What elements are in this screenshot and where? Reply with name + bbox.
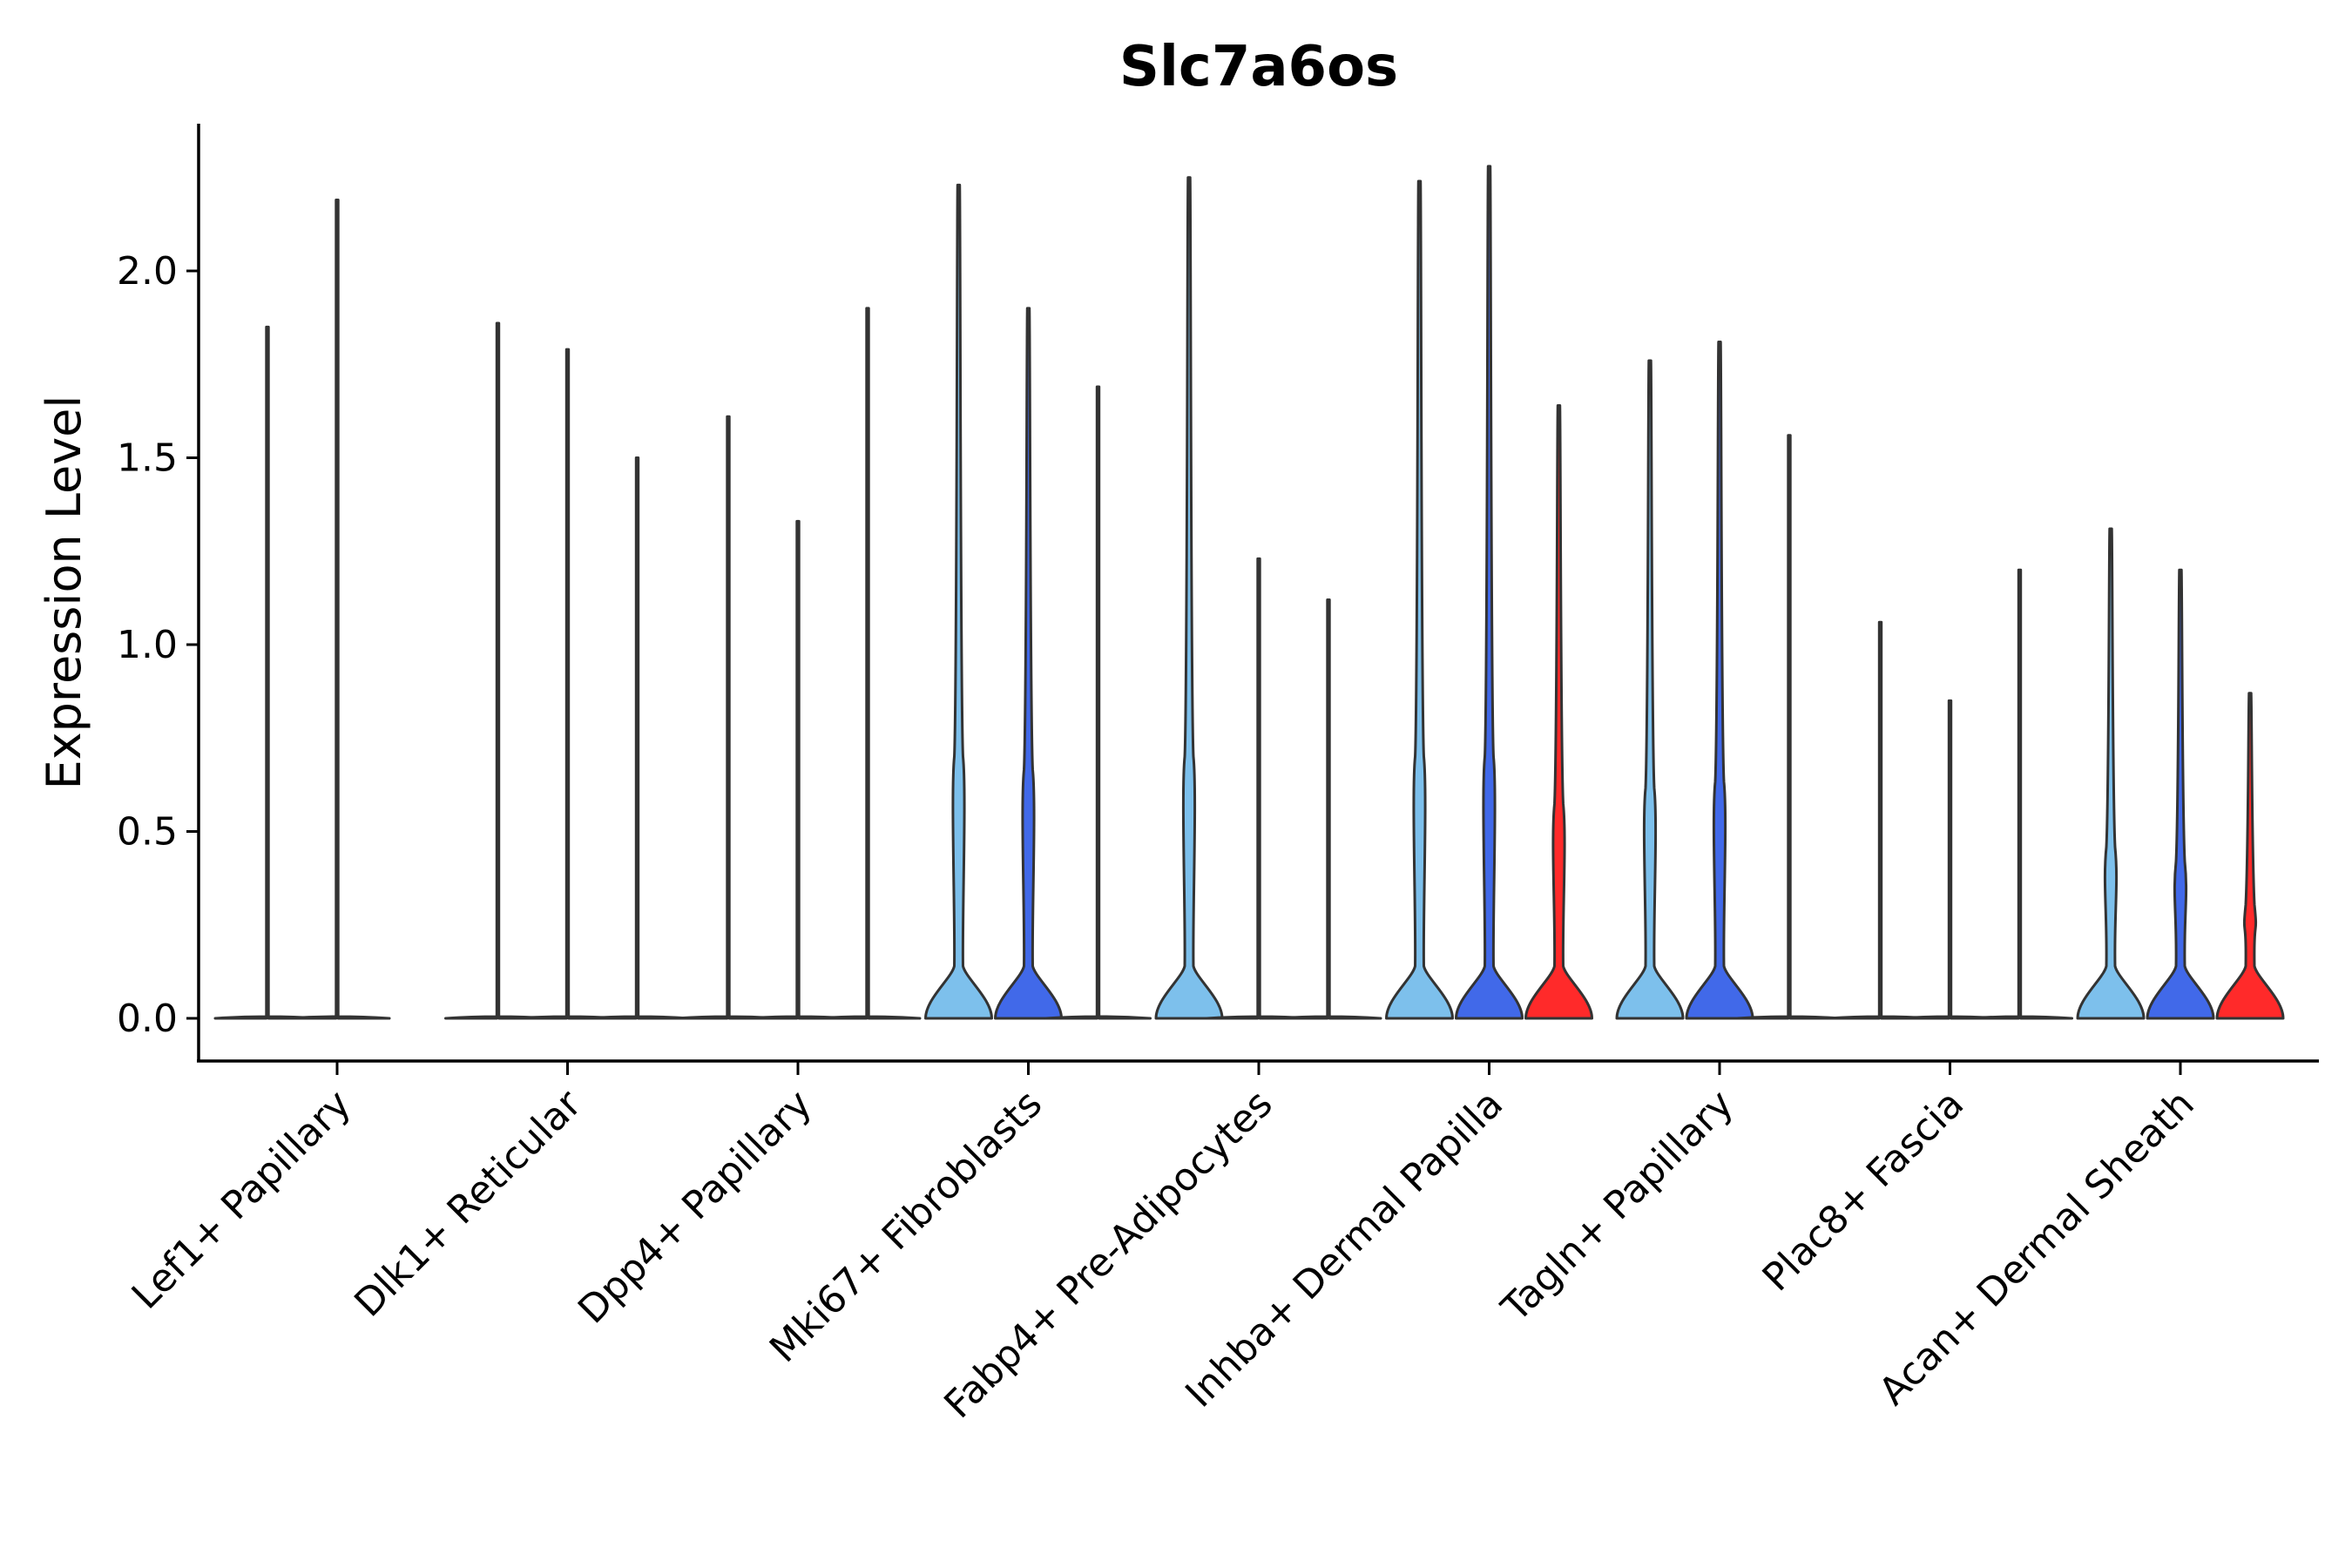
- x-tick-label: Plac8+ Fascia: [1754, 1082, 1973, 1301]
- y-axis-ticks: 0.0 0.5 1.0 1.5 2.0: [117, 249, 199, 1041]
- violin-red: [2215, 692, 2285, 1020]
- violin-red: [584, 456, 691, 1020]
- y-tick-label: 2.0: [117, 249, 178, 294]
- violin-light_blue: [444, 321, 551, 1020]
- violin-blue: [1455, 165, 1524, 1020]
- x-tick-label: Dlk1+ Reticular: [346, 1081, 591, 1326]
- violin-light_blue: [1154, 176, 1224, 1020]
- violin-blue: [2146, 568, 2215, 1020]
- violin-blue: [744, 519, 852, 1020]
- y-tick-label: 0.5: [117, 810, 178, 855]
- violin-red: [1735, 434, 1843, 1020]
- violin-light_blue: [1385, 179, 1454, 1020]
- violin-blue: [514, 348, 621, 1020]
- violin-blue: [994, 307, 1063, 1020]
- violin-blue: [1205, 557, 1313, 1020]
- violin-light_blue: [924, 183, 993, 1020]
- x-tick-label: Lef1+ Papillary: [124, 1082, 360, 1318]
- y-tick-label: 0.0: [117, 997, 178, 1041]
- violin-red: [1044, 385, 1152, 1020]
- x-tick-label: Dpp4+ Papillary: [570, 1082, 821, 1333]
- x-tick-label: Tagln+ Papillary: [1493, 1082, 1742, 1331]
- violin-blue: [283, 198, 391, 1020]
- violin-light_blue: [674, 415, 782, 1020]
- violin-light_blue: [1827, 620, 1934, 1020]
- y-tick-label: 1.5: [117, 436, 178, 481]
- violin-red: [1274, 598, 1382, 1020]
- chart-title: Slc7a6os: [1119, 35, 1398, 99]
- violin-blue: [1685, 341, 1754, 1020]
- violin-light_blue: [1615, 359, 1685, 1020]
- violin-red: [1524, 403, 1593, 1020]
- violin-light_blue: [213, 325, 321, 1020]
- violin-light_blue: [2076, 527, 2146, 1020]
- violin-red: [1966, 568, 2073, 1020]
- violin-blue: [1896, 699, 2004, 1020]
- y-axis-label: Expression Level: [37, 395, 91, 790]
- violin-red: [814, 307, 922, 1020]
- y-tick-label: 1.0: [117, 623, 178, 667]
- violins-layer: [213, 165, 2285, 1020]
